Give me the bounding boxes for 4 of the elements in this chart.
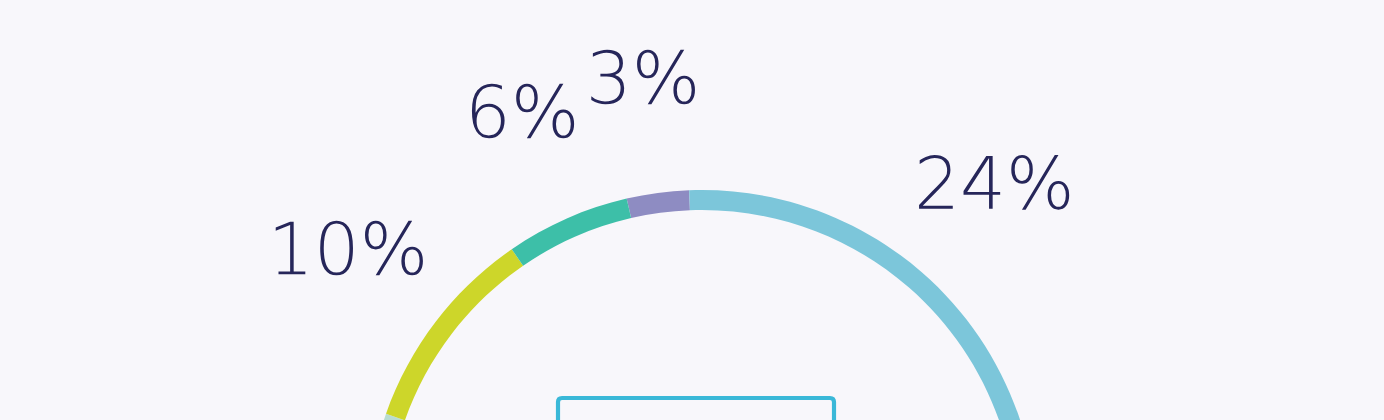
data-label: 3% — [591, 49, 695, 105]
data-label: 10% — [275, 220, 423, 276]
data-label: 24% — [919, 155, 1070, 210]
data-label: 6% — [471, 83, 575, 139]
